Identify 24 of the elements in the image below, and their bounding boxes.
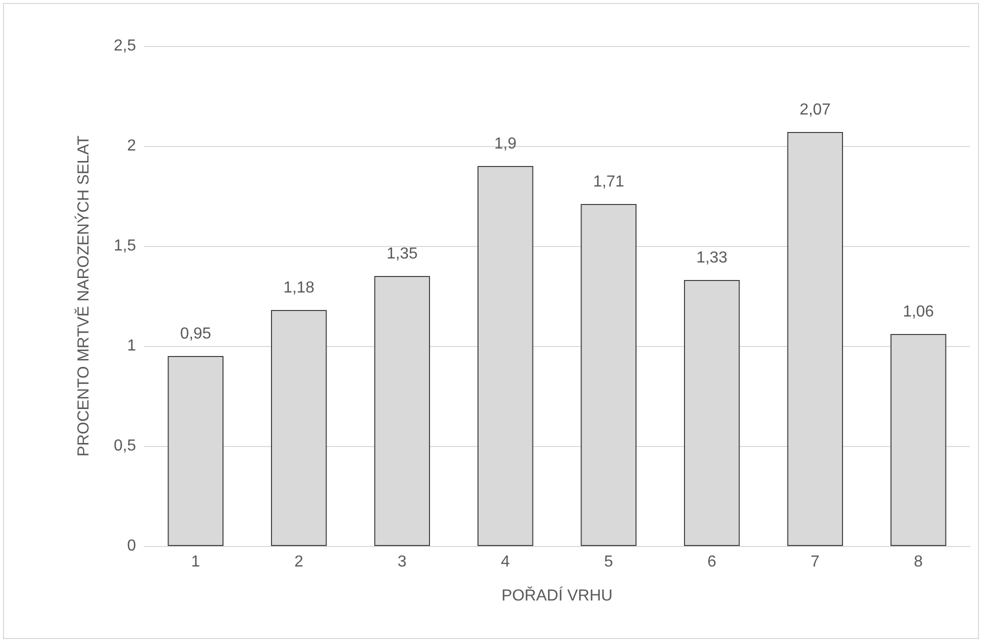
x-axis-title: POŘADÍ VRHU <box>501 586 613 604</box>
data-label: 2,07 <box>800 102 831 118</box>
x-tick-label: 4 <box>500 554 510 570</box>
y-tick-label: 0 <box>127 538 136 554</box>
data-label: 1,71 <box>593 174 624 190</box>
y-axis-title: PROCENTO MRTVĚ NAROZENÝCH SELAT <box>74 135 92 456</box>
y-tick-label: 0,5 <box>114 438 136 454</box>
data-label: 1,06 <box>902 304 934 320</box>
data-label: 1,35 <box>386 246 418 262</box>
x-tick-label: 1 <box>191 554 200 570</box>
y-tick-label: 2,5 <box>114 38 136 54</box>
data-label: 1,33 <box>696 250 728 266</box>
y-tick-label: 2 <box>127 138 136 154</box>
y-tick-label: 1,5 <box>114 238 136 254</box>
data-label: 1,18 <box>283 280 315 296</box>
data-label: 0,95 <box>180 326 212 342</box>
x-tick-label: 5 <box>604 554 614 570</box>
x-tick-label: 2 <box>294 554 304 570</box>
data-label: 1,9 <box>494 136 517 152</box>
x-tick-label: 7 <box>810 554 820 570</box>
x-tick-label: 3 <box>398 554 407 570</box>
x-tick-label: 8 <box>914 554 923 570</box>
y-tick-label: 1 <box>127 338 136 354</box>
x-tick-label: 6 <box>707 554 716 570</box>
